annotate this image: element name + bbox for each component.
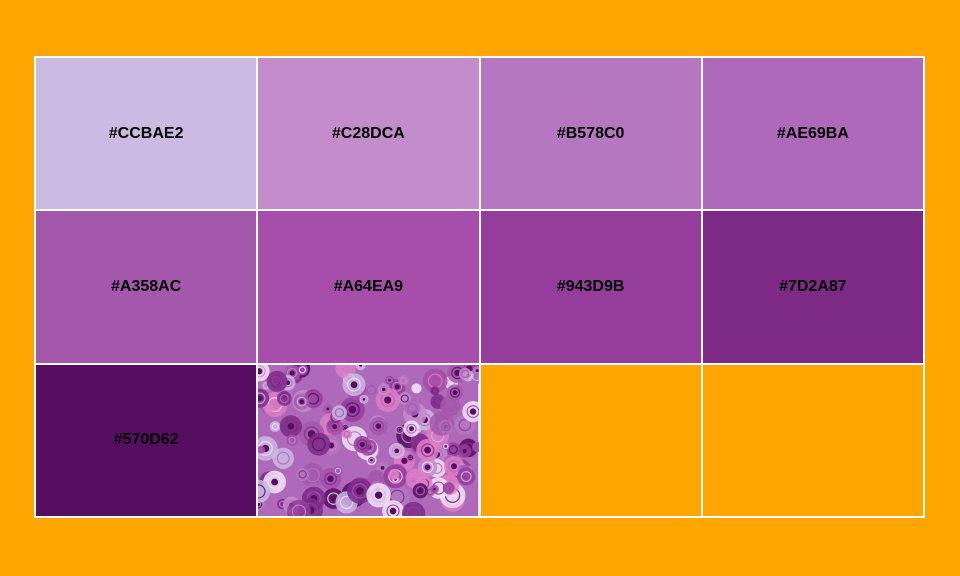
color-palette-grid: #CCBAE2 #C28DCA #B578C0 #AE69BA #A358AC #A64E…	[34, 56, 925, 518]
color-swatch: #C28DCA	[258, 58, 479, 210]
empty-grid-cell	[702, 364, 923, 516]
swatch-hex-label: #A358AC	[110, 277, 182, 295]
color-swatch: #7D2A87	[702, 211, 923, 363]
abstract-purple-roses-painting-icon	[258, 364, 479, 516]
swatch-hex-label: #A64EA9	[333, 277, 404, 295]
empty-grid-cell	[480, 364, 701, 516]
swatch-hex-label: #943D9B	[556, 277, 625, 295]
swatch-hex-label: #C28DCA	[331, 124, 405, 142]
color-swatch: #943D9B	[480, 211, 701, 363]
color-swatch: #AE69BA	[702, 58, 923, 210]
color-swatch: #B578C0	[480, 58, 701, 210]
color-swatch: #CCBAE2	[36, 58, 257, 210]
source-image	[258, 364, 479, 516]
swatch-hex-label: #570D62	[113, 431, 179, 449]
swatch-hex-label: #CCBAE2	[108, 124, 184, 142]
swatch-hex-label: #B578C0	[556, 124, 625, 142]
color-swatch: #570D62	[36, 364, 257, 516]
color-swatch: #A64EA9	[258, 211, 479, 363]
color-swatch: #A358AC	[36, 211, 257, 363]
swatch-hex-label: #AE69BA	[776, 124, 849, 142]
swatch-hex-label: #7D2A87	[779, 277, 847, 295]
